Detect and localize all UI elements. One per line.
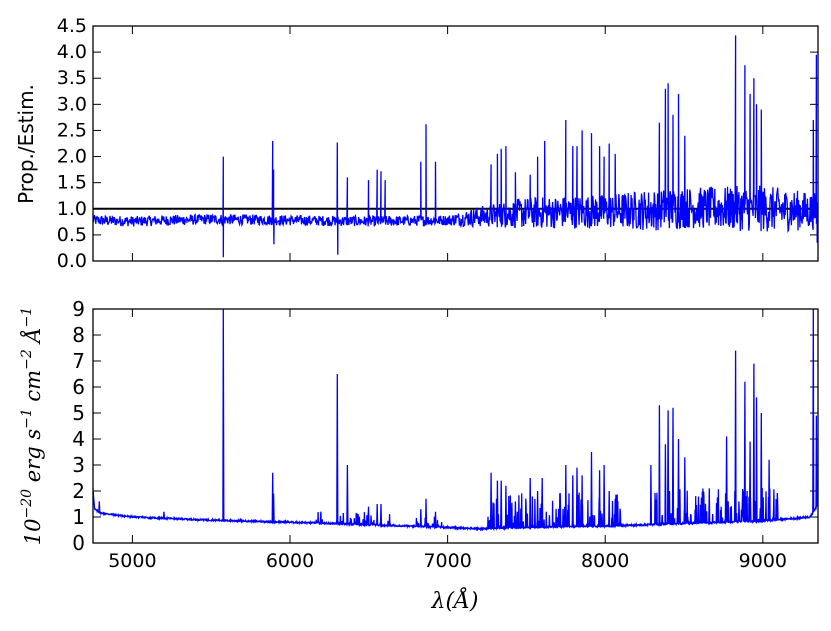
top-y-tick-label: 3.0 — [57, 93, 87, 115]
x-tick-label: 5000 — [108, 550, 156, 572]
top-ticks: 0.0 0.5 1.0 1.5 2.0 2.5 3.0 3.5 4.0 4.5 — [57, 15, 818, 272]
bottom-y-tick-label: 7 — [72, 349, 85, 373]
top-y-tick-label: 2.5 — [57, 119, 87, 141]
top-y-axis-label: Prop./Estim. — [14, 84, 38, 204]
x-tick-label: 7000 — [423, 550, 471, 572]
top-y-tick-label: 1.0 — [57, 198, 87, 220]
top-y-tick-label: 1.5 — [57, 172, 87, 194]
bottom-y-tick-label: 3 — [72, 453, 85, 477]
bottom-y-tick-label: 8 — [72, 323, 85, 347]
bottom-y-tick-label: 0 — [72, 531, 85, 555]
bottom-y-tick-label: 4 — [72, 427, 85, 451]
x-tick-label: 9000 — [739, 550, 787, 572]
top-y-tick-label: 0.5 — [57, 224, 87, 246]
flux-series-line — [93, 309, 818, 532]
top-y-tick-label: 3.5 — [57, 67, 87, 89]
bottom-y-tick-label: 9 — [72, 297, 85, 321]
bottom-plot-frame — [92, 308, 819, 544]
x-tick-label: 6000 — [266, 550, 314, 572]
ratio-series-line — [93, 35, 818, 258]
top-y-tick-label: 0.0 — [57, 250, 87, 272]
top-y-tick-label: 4.0 — [57, 41, 87, 63]
top-plot-frame — [92, 25, 819, 262]
bottom-y-tick-label: 6 — [72, 375, 85, 399]
bottom-y-tick-label: 1 — [72, 505, 85, 529]
top-panel: 0.0 0.5 1.0 1.5 2.0 2.5 3.0 3.5 4.0 4.5 Prop./Est… — [14, 15, 819, 272]
top-y-tick-label: 2.0 — [57, 146, 87, 168]
bottom-y-tick-label: 2 — [72, 479, 85, 503]
bottom-y-tick-label: 5 — [72, 401, 85, 425]
x-tick-label: 8000 — [581, 550, 629, 572]
bottom-y-axis-label: 10−20 erg s−1 cm−2 Å−1 — [19, 307, 45, 545]
x-axis-label: λ(Å) — [431, 586, 479, 614]
top-y-tick-label: 4.5 — [57, 15, 87, 37]
